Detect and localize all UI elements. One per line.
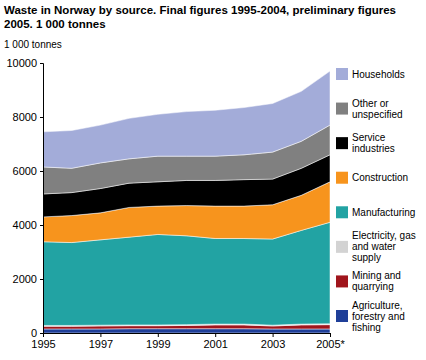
text-line: fishing	[352, 322, 381, 333]
y-axis-line	[40, 64, 44, 334]
text-line: supply	[352, 252, 381, 263]
x-tick: 2005*	[316, 333, 345, 350]
x-axis-line	[44, 334, 331, 338]
text-line: 2005. 1 000 tonnes	[4, 18, 106, 30]
y-tick-mark	[40, 333, 43, 334]
text-line: Manufacturing	[352, 207, 415, 218]
x-tick-mark	[273, 333, 274, 337]
legend-item: Construction	[336, 172, 408, 184]
legend-item: Other orunspecified	[336, 98, 403, 120]
y-axis-title: 1 000 tonnes	[4, 39, 62, 50]
legend-label: Mining andquarrying	[352, 270, 401, 292]
y-tick: 4000	[13, 219, 43, 231]
legend-item: Electricity, gasand watersupply	[336, 230, 416, 263]
x-tick-label: 1999	[146, 338, 170, 350]
x-tick-label: 2001	[203, 338, 227, 350]
legend-swatch	[336, 241, 348, 253]
x-tick: 2001	[203, 333, 227, 350]
legend-label: Construction	[352, 172, 408, 183]
x-tick-label: 1995	[31, 338, 55, 350]
legend-swatch	[336, 206, 348, 218]
y-tick-mark	[40, 117, 43, 118]
text-line: Waste in Norway by source. Final figures…	[4, 4, 396, 16]
x-tick-mark	[158, 333, 159, 337]
area	[43, 71, 330, 168]
legend-swatch	[336, 137, 348, 149]
y-tick-mark	[40, 171, 43, 172]
y-tick: 10000	[6, 57, 43, 69]
legend-item: Households	[336, 68, 405, 80]
text-line: and water	[352, 241, 397, 252]
legend-label: Serviceindustries	[352, 132, 395, 154]
y-tick-label: 2000	[13, 273, 37, 285]
x-tick: 1997	[89, 333, 113, 350]
y-tick-label: 4000	[13, 219, 37, 231]
legend-label: Manufacturing	[352, 207, 415, 218]
legend-swatch	[336, 68, 348, 80]
y-tick-label: 10000	[6, 57, 37, 69]
x-tick-mark	[215, 333, 216, 337]
legend: Households Other orunspecified Serviceindu…	[336, 68, 416, 333]
x-tick: 2003	[261, 333, 285, 350]
legend-label: Households	[352, 69, 405, 80]
plot-area	[43, 71, 330, 333]
text-line: unspecified	[352, 109, 403, 120]
text-line: Electricity, gas	[352, 230, 416, 241]
y-tick-label: 6000	[13, 165, 37, 177]
legend-swatch	[336, 172, 348, 184]
y-tick: 6000	[13, 165, 43, 177]
text-line: Construction	[352, 172, 408, 183]
area	[43, 329, 330, 333]
legend-label: Agriculture,forestry andfishing	[352, 300, 405, 333]
x-tick: 1999	[146, 333, 170, 350]
y-tick-label: 8000	[13, 111, 37, 123]
legend-item: Agriculture,forestry andfishing	[336, 300, 405, 333]
x-tick-mark	[330, 333, 331, 337]
y-tick-label: 0	[31, 327, 37, 339]
text-line: forestry and	[352, 311, 405, 322]
text-line: industries	[352, 143, 395, 154]
x-tick-label: 2005*	[316, 338, 345, 350]
legend-item: Mining andquarrying	[336, 270, 401, 292]
text-line: Agriculture,	[352, 300, 403, 311]
legend-swatch	[336, 275, 348, 287]
y-tick-mark	[40, 63, 43, 64]
x-tick-label: 2003	[261, 338, 285, 350]
text-line: Mining and	[352, 270, 401, 281]
text-line: Service	[352, 132, 386, 143]
x-tick-label: 1997	[89, 338, 113, 350]
title: Waste in Norway by source. Final figures…	[4, 4, 396, 30]
legend-swatch	[336, 310, 348, 322]
y-tick: 0	[31, 327, 43, 339]
legend-item: Serviceindustries	[336, 132, 395, 154]
text-line: quarrying	[352, 281, 394, 292]
y-tick-mark	[40, 225, 43, 226]
legend-label: Other orunspecified	[352, 98, 403, 120]
y-tick: 2000	[13, 273, 43, 285]
legend-label: Electricity, gasand watersupply	[352, 230, 416, 263]
legend-swatch	[336, 103, 348, 115]
y-axis: 0 2000 4000 6000 8000 10000	[6, 57, 43, 339]
x-axis: 1995 1997 1999 2001 2003 2005*	[31, 333, 345, 350]
y-tick-mark	[40, 279, 43, 280]
y-tick: 8000	[13, 111, 43, 123]
x-tick-mark	[100, 333, 101, 337]
legend-item: Manufacturing	[336, 206, 415, 218]
text-line: Households	[352, 69, 405, 80]
chart: Waste in Norway by source. Final figures…	[0, 0, 426, 360]
text-line: Other or	[352, 98, 389, 109]
